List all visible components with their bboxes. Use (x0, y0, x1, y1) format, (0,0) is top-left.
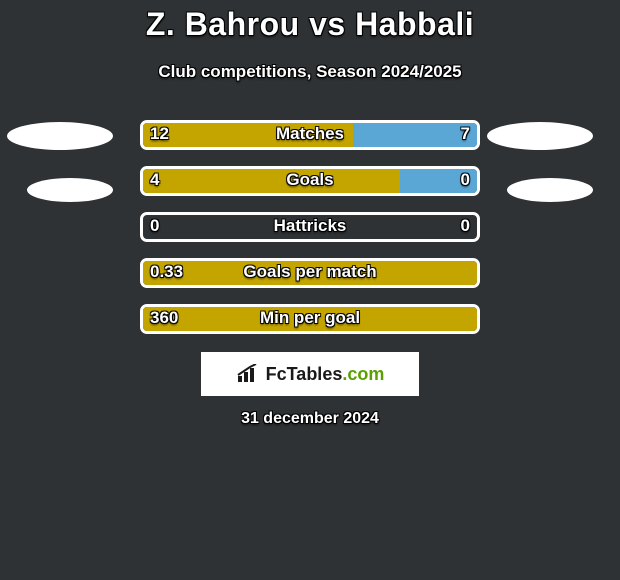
stat-value-right: 0 (461, 170, 470, 190)
decorative-ellipse (7, 122, 113, 150)
stat-row: Hattricks00 (0, 204, 620, 250)
stat-bar-left-fill (143, 261, 477, 285)
stat-value-left: 0 (150, 216, 159, 236)
logo-box: FcTables.com (201, 352, 419, 396)
subtitle: Club competitions, Season 2024/2025 (0, 62, 620, 82)
stat-row: Min per goal360 (0, 296, 620, 342)
stat-row: Goals per match0.33 (0, 250, 620, 296)
stat-value-left: 0.33 (150, 262, 183, 282)
logo-suffix: .com (342, 364, 384, 384)
logo-main: FcTables (266, 364, 343, 384)
decorative-ellipse (507, 178, 593, 202)
stat-bar-left-fill (143, 123, 353, 147)
stat-bar-left-fill (143, 307, 477, 331)
chart-icon (236, 364, 260, 384)
stat-bar-track (140, 212, 480, 242)
stat-value-right: 0 (461, 216, 470, 236)
stat-value-right: 7 (461, 124, 470, 144)
date-label: 31 december 2024 (0, 410, 620, 428)
stat-bar-right-fill (353, 123, 477, 147)
stat-value-left: 360 (150, 308, 178, 328)
logo-text: FcTables.com (266, 364, 385, 385)
decorative-ellipse (27, 178, 113, 202)
stat-bar-track (140, 304, 480, 334)
stat-bar-left-fill (143, 169, 400, 193)
stat-value-left: 4 (150, 170, 159, 190)
stat-bar-track (140, 120, 480, 150)
stat-value-left: 12 (150, 124, 169, 144)
decorative-ellipse (487, 122, 593, 150)
stat-bar-track (140, 166, 480, 196)
stat-bar-track (140, 258, 480, 288)
page-title: Z. Bahrou vs Habbali (0, 6, 620, 43)
